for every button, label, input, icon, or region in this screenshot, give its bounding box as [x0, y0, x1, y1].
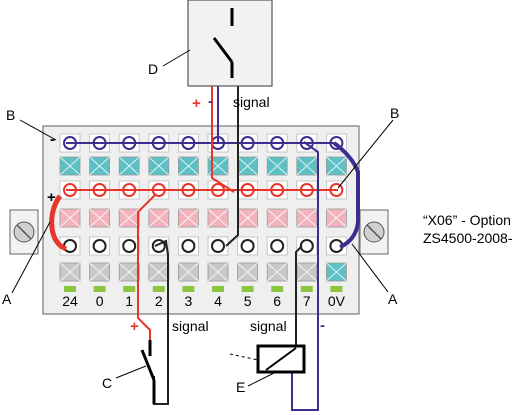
- terminal-pad-cross: [296, 262, 318, 282]
- terminal-pad-cross: [118, 156, 140, 176]
- wire-e-minus: [291, 141, 319, 411]
- terminal-pad-cross: [296, 208, 318, 228]
- terminal-pad-cross: [148, 156, 170, 176]
- terminal-pad-cross: [326, 262, 347, 282]
- leader-lines: [11, 49, 394, 387]
- terminal-grid: [59, 133, 347, 292]
- terminal-pad-cross: [118, 262, 140, 282]
- sensor-d: [187, 0, 273, 87]
- terminal-pad-cross: [148, 208, 170, 228]
- terminal-pad-cross: [178, 208, 199, 228]
- terminal-number: 2: [155, 293, 163, 309]
- terminal-screw: [211, 239, 225, 253]
- terminal-number: 7: [303, 293, 311, 309]
- label-c: C: [102, 375, 112, 391]
- terminal-number: 0: [96, 293, 104, 309]
- terminal-pad-cross: [266, 262, 288, 282]
- label-row-plus: +: [47, 189, 56, 206]
- label-top-signal: signal: [233, 94, 270, 110]
- terminal-screw: [122, 239, 137, 253]
- terminal-led: [330, 286, 343, 292]
- label-row-minus: -: [50, 131, 55, 148]
- terminal-led: [212, 286, 224, 292]
- note-line-2: ZS4500-2008-: [423, 230, 513, 246]
- terminal-pad-cross: [59, 208, 81, 228]
- label-bottom-signal-right: signal: [250, 318, 287, 334]
- terminal-pad-cross: [178, 262, 199, 282]
- terminal-screw: [270, 239, 285, 253]
- terminal-pad-cross: [237, 262, 258, 282]
- label-top-minus: -: [208, 93, 213, 110]
- terminal-screw: [92, 239, 107, 253]
- terminal-led: [271, 286, 284, 292]
- terminal-pad-cross: [266, 208, 288, 228]
- terminal-screw: [240, 239, 255, 253]
- terminal-number: 1: [125, 293, 133, 309]
- terminal-pad-cross: [296, 156, 318, 176]
- relay-e: [229, 344, 306, 374]
- terminal-led: [64, 286, 76, 292]
- note-line-1: “X06” - Option: [423, 212, 511, 228]
- terminal-pad-cross: [118, 208, 140, 228]
- wire-d-plus: [211, 86, 235, 193]
- terminal-number: 4: [214, 293, 222, 309]
- label-b-left: B: [6, 107, 15, 123]
- label-e: E: [236, 379, 245, 395]
- terminal-pad-cross: [89, 262, 110, 282]
- terminal-pad-cross: [148, 262, 170, 282]
- label-d: D: [148, 61, 158, 77]
- terminal-pad-cross: [326, 208, 347, 228]
- terminal-led: [182, 286, 195, 292]
- terminal-number: 3: [185, 293, 193, 309]
- terminal-pad-cross: [178, 156, 199, 176]
- wire-c-plus: [137, 193, 157, 348]
- terminal-pad-cross: [59, 156, 81, 176]
- terminal-number: 5: [244, 293, 252, 309]
- wire-d-signal: [225, 86, 239, 247]
- terminal-numbers: 24 0 1 2 3 4 5 6 7 0V: [62, 293, 345, 309]
- terminal-pad-cross: [207, 208, 229, 228]
- terminal-screw: [181, 239, 196, 253]
- terminal-pad-cross: [266, 156, 288, 176]
- terminal-led: [300, 286, 313, 292]
- terminal-led: [93, 286, 106, 292]
- mount-right: [359, 209, 389, 255]
- terminal-pad-cross: [326, 156, 347, 176]
- mount-left: [9, 209, 39, 255]
- terminal-led: [152, 286, 165, 292]
- terminal-pad-cross: [237, 156, 258, 176]
- label-bottom-signal-left: signal: [172, 318, 209, 334]
- label-a-left: A: [2, 291, 12, 307]
- bridge-left: [49, 194, 68, 252]
- terminal-led: [123, 286, 136, 292]
- terminal-number: 6: [273, 293, 281, 309]
- terminal-number: 24: [62, 293, 78, 309]
- terminal-pad-cross: [89, 208, 110, 228]
- terminal-number: 0V: [328, 293, 346, 309]
- terminal-pad-cross: [237, 208, 258, 228]
- label-bottom-plus: +: [130, 318, 139, 335]
- terminal-pad-cross: [89, 156, 110, 176]
- label-b-right: B: [390, 105, 399, 121]
- terminal-screw: [299, 239, 314, 253]
- switch-c: [140, 340, 156, 404]
- terminal-led: [241, 286, 254, 292]
- label-top-plus: +: [192, 95, 201, 112]
- terminal-pad-cross: [207, 262, 229, 282]
- label-bottom-minus: -: [320, 317, 325, 334]
- terminal-screw: [63, 239, 77, 253]
- label-a-right: A: [388, 291, 398, 307]
- terminal-pad-cross: [59, 262, 81, 282]
- bridge-right: [332, 141, 360, 249]
